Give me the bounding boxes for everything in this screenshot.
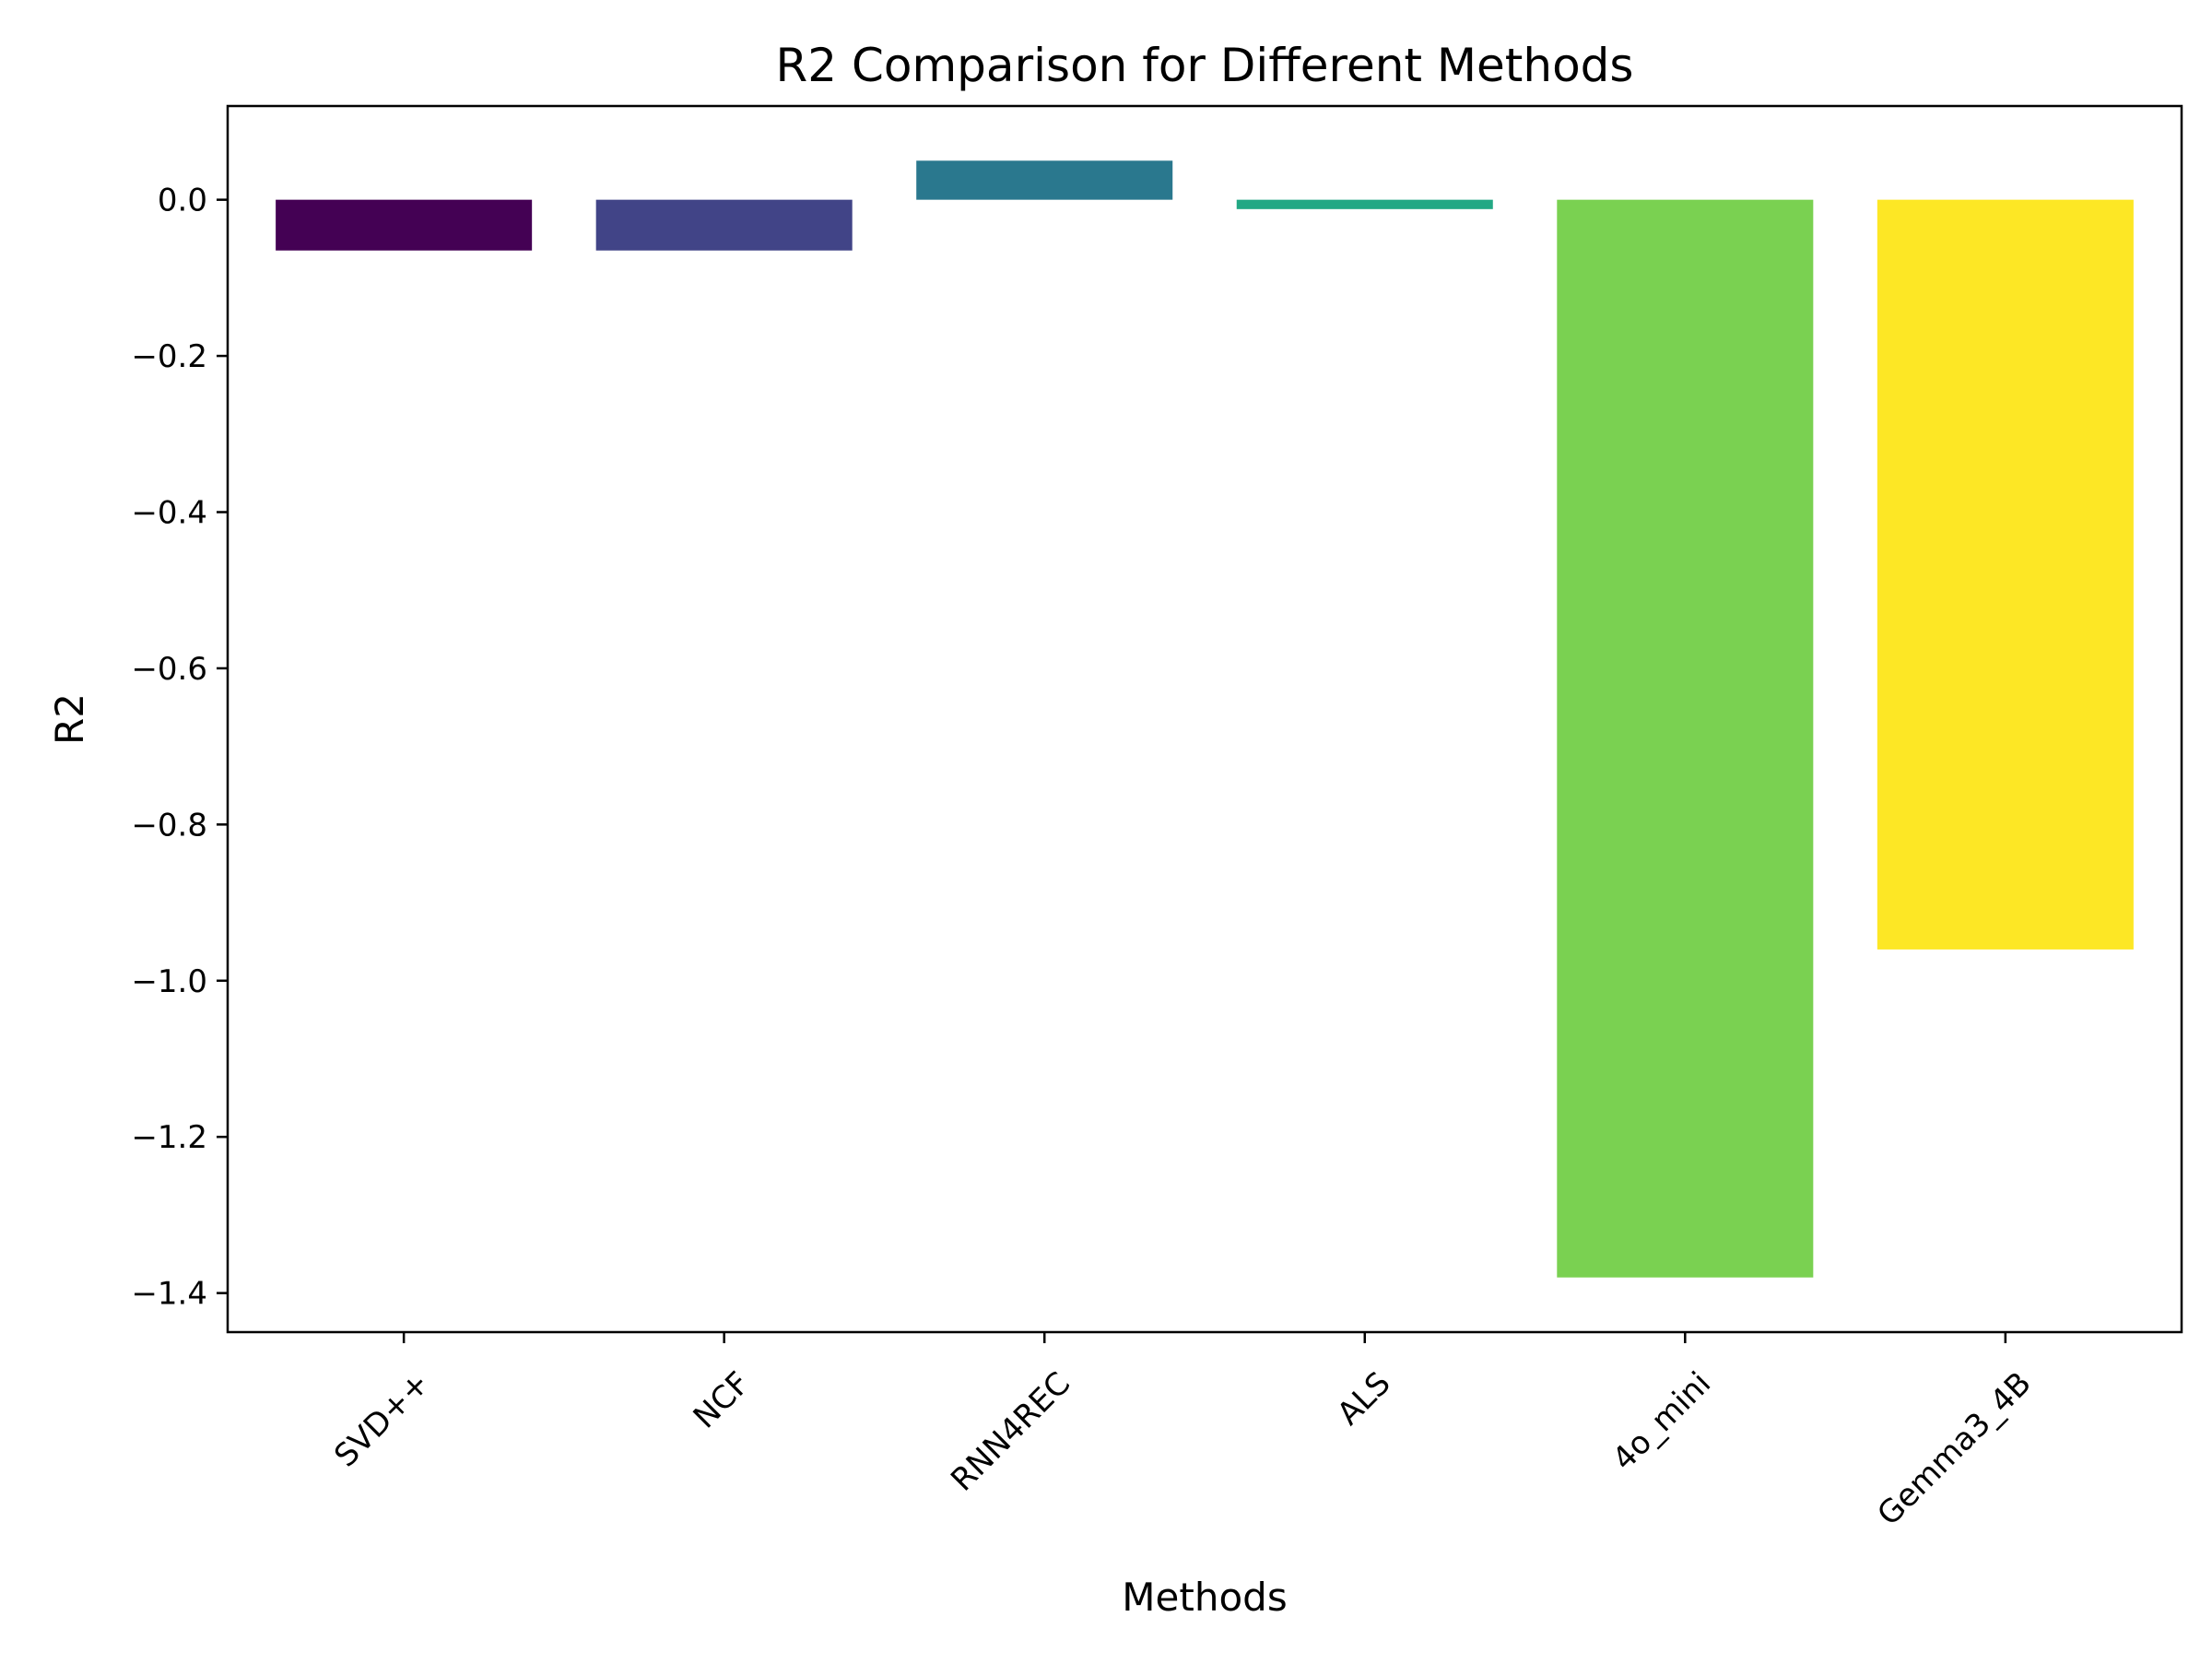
axes-frame [226,104,2183,1334]
x-axis-label: Methods [1122,1575,1287,1620]
y-tick-label: −0.2 [131,338,207,375]
y-tick-label: −1.0 [131,963,207,1000]
bar-4o-mini [1557,199,1814,1278]
bar-gemma3-4b [1877,199,2134,950]
y-axis-label: R2 [47,693,92,745]
bar-als [1236,199,1493,209]
y-tick-label: −0.6 [131,651,207,688]
chart-title: R2 Comparison for Different Methods [776,39,1634,92]
bar-svd- [276,199,533,251]
bar-ncf [595,199,853,251]
y-tick-label: −1.4 [131,1276,207,1313]
y-tick-label: −0.4 [131,495,207,532]
y-tick-label: 0.0 [158,183,207,219]
bar-rnn4rec [916,160,1173,200]
y-tick-label: −0.8 [131,807,207,844]
y-tick-label: −1.2 [131,1119,207,1156]
